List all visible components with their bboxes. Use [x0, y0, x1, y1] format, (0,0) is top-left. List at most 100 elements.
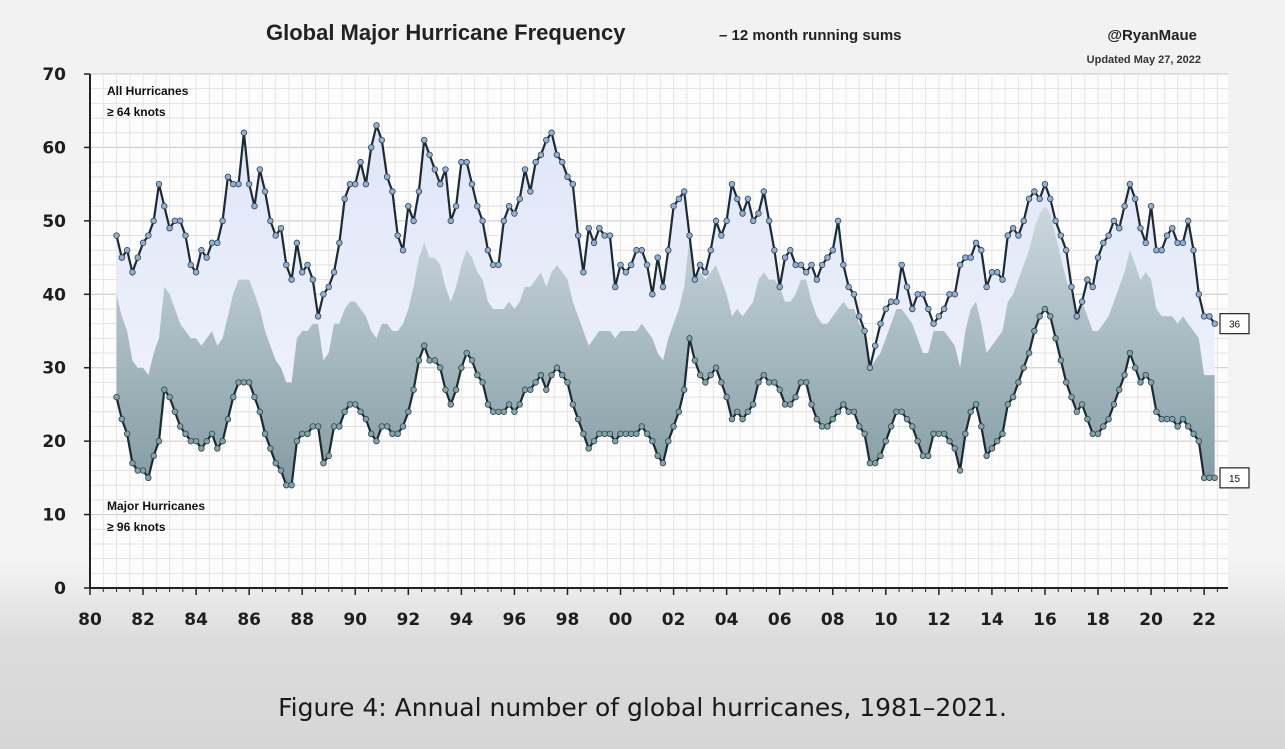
all-hurricanes-point [898, 261, 905, 269]
major-hurricanes-point [442, 386, 449, 393]
major-hurricanes-point [696, 371, 704, 379]
all-hurricanes-point [219, 217, 226, 225]
major-hurricanes-point [999, 430, 1006, 437]
major-hurricanes-point [283, 482, 290, 489]
all-hurricanes-point [771, 247, 778, 254]
major-hurricanes-point [267, 445, 274, 452]
all-hurricanes-point [346, 180, 354, 188]
all-hurricanes-point [123, 247, 131, 254]
major-hurricanes-point [580, 430, 587, 437]
major-hurricanes-point [792, 393, 799, 401]
major-hurricanes-point [951, 445, 958, 452]
all-hurricanes-point [622, 269, 630, 276]
all-hurricanes-point [309, 276, 317, 283]
major-hurricanes-point [192, 437, 200, 445]
all-hurricanes-point [495, 261, 502, 269]
all-hurricanes-point [983, 283, 990, 291]
major-hurricanes-point [659, 459, 667, 467]
major-hurricanes-point [813, 415, 821, 423]
all-hurricanes-point [845, 283, 852, 291]
major-hurricanes-point [320, 459, 327, 467]
major-hurricanes-point [288, 482, 295, 489]
all-hurricanes-point [1169, 224, 1176, 232]
major-hurricanes-point [935, 430, 943, 437]
all-hurricanes-point [171, 217, 179, 225]
chart-title: Global Major Hurricane Frequency [266, 20, 626, 45]
y-tick-label: 10 [42, 506, 66, 526]
major-hurricanes-point [527, 386, 534, 393]
all-hurricanes-point [320, 291, 327, 298]
all-hurricanes-point [967, 254, 974, 261]
all-hurricanes-point [288, 276, 295, 283]
x-tick-label: 90 [343, 610, 367, 630]
major-hurricanes-point [245, 379, 253, 386]
major-hurricanes-point [293, 437, 301, 445]
major-hurricanes-point [373, 437, 380, 445]
major-hurricanes-point [490, 408, 497, 415]
major-hurricanes-point [1195, 437, 1203, 445]
major-hurricanes-point [1068, 393, 1075, 401]
all-hurricanes-point [1211, 320, 1218, 327]
all-hurricanes-point [1105, 232, 1112, 239]
major-hurricanes-point [1057, 357, 1065, 364]
all-hurricanes-point [203, 254, 210, 261]
x-tick-label: 20 [1139, 610, 1163, 630]
major-hurricanes-point [903, 415, 911, 423]
major-hurricanes-point [1126, 349, 1134, 357]
major-hurricanes-point [1185, 423, 1192, 430]
major-hurricanes-point [405, 408, 412, 415]
major-hurricanes-point [829, 415, 836, 423]
y-tick-label: 20 [42, 432, 66, 452]
major-hurricanes-point [505, 401, 513, 408]
all-hurricanes-point [718, 232, 725, 239]
major-hurricanes-point [1137, 379, 1144, 386]
all-hurricanes-point [161, 202, 168, 210]
major-hurricanes-point [235, 379, 242, 386]
major-hurricanes-point [410, 386, 417, 393]
all-hurricanes-point [739, 210, 746, 217]
all-hurricanes-point [734, 195, 741, 203]
all-hurricanes-point [654, 254, 661, 261]
major-hurricanes-point [760, 371, 767, 379]
major-hurricanes-point [346, 401, 354, 408]
major-hurricanes-point [818, 423, 826, 430]
all-hurricanes-point [532, 158, 539, 166]
x-tick-label: 02 [662, 610, 686, 630]
major-hurricanes-point [176, 423, 184, 430]
all-hurricanes-point [362, 180, 370, 188]
major-hurricanes-point [707, 371, 714, 379]
y-tick-label: 40 [42, 285, 66, 305]
major-hurricanes-point [585, 445, 592, 452]
major-hurricanes-point [638, 423, 645, 430]
major-hurricanes-point [1041, 305, 1049, 313]
major-hurricanes-point [1062, 379, 1070, 386]
all-hurricanes-point [781, 254, 789, 261]
all-hurricanes-point [1142, 239, 1149, 247]
y-tick-label: 0 [54, 579, 66, 599]
all-hurricanes-point [256, 166, 263, 173]
all-hurricanes-point [367, 144, 375, 151]
major-hurricanes-point [182, 430, 189, 437]
major-hurricanes-point [898, 408, 905, 415]
all-hurricanes-point [564, 173, 571, 180]
all-hurricanes-point [606, 232, 614, 239]
all-hurricanes-point [1036, 195, 1043, 203]
all-hurricanes-point [1020, 217, 1027, 225]
end-label-all: 36 [1229, 320, 1241, 331]
all-hurricanes-point [988, 269, 996, 276]
major-hurricanes-area [116, 206, 1215, 486]
x-tick-label: 06 [768, 610, 792, 630]
major-hurricanes-point [978, 423, 985, 430]
all-hurricanes-point [627, 261, 635, 269]
x-tick-label: 80 [78, 610, 102, 630]
all-hurricanes-point [230, 180, 237, 188]
major-hurricanes-point [633, 430, 640, 437]
axes: 0 10 20 30 40 50 60 70 80 82 84 86 88 90 92 94 96 98 00 02 0… [42, 65, 1228, 630]
major-hurricanes-point [1036, 313, 1043, 320]
all-hurricanes-point [1190, 247, 1197, 254]
major-hurricanes-point [627, 430, 635, 437]
major-hurricanes-point [834, 408, 842, 415]
x-tick-label: 00 [609, 610, 633, 630]
all-hurricanes-point [617, 261, 624, 269]
major-hurricanes-point [850, 408, 858, 415]
